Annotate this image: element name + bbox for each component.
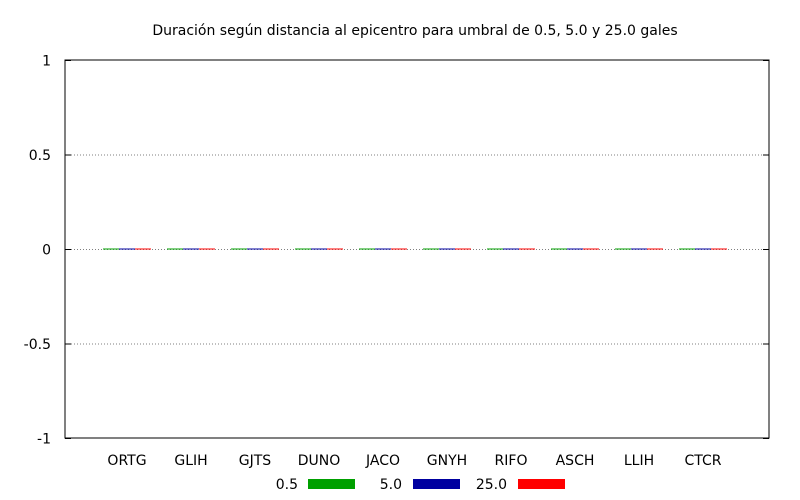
y-tick-label: -1 [37,432,51,448]
x-tick-label: JACO [365,453,400,469]
bar-5.0-DUNO [311,248,327,250]
bar-0.5-JACO [359,248,375,250]
y-axis: 1 0.5 0 -0.5 -1 [24,54,769,448]
bar-25.0-CTCR [711,248,727,250]
bar-25.0-GNYH [455,248,471,250]
y-tick-label: -0.5 [24,337,51,353]
y-tick-label: 0 [42,243,51,259]
x-tick-label: ORTG [107,453,146,469]
bar-5.0-ORTG [119,248,135,250]
chart-title: Duración según distancia al epicentro pa… [152,23,677,39]
legend: 0.5 5.0 25.0 [276,477,565,493]
bar-0.5-GNYH [423,248,439,250]
legend-swatch [518,479,565,489]
bar-0.5-GJTS [231,248,247,250]
bar-0.5-DUNO [295,248,311,250]
y-tick-label: 1 [42,54,51,70]
bar-25.0-ASCH [583,248,599,250]
bar-0.5-CTCR [679,248,695,250]
bar-5.0-GLIH [183,248,199,250]
legend-swatch [308,479,355,489]
legend-label: 0.5 [276,477,298,493]
bar-25.0-GLIH [199,248,215,250]
x-axis: ORTG GLIH GJTS DUNO JACO GNYH RIFO ASCH LLIH CTCR [107,453,721,469]
bar-25.0-LLIH [647,248,663,250]
x-tick-label: ASCH [556,453,595,469]
bar-0.5-LLIH [615,248,631,250]
bar-0.5-RIFO [487,248,503,250]
bar-5.0-CTCR [695,248,711,250]
bar-0.5-ASCH [551,248,567,250]
legend-label: 5.0 [380,477,402,493]
bar-25.0-JACO [391,248,407,250]
x-tick-label: DUNO [298,453,341,469]
bar-5.0-ASCH [567,248,583,250]
bar-25.0-DUNO [327,248,343,250]
x-tick-label: LLIH [624,453,654,469]
bar-5.0-GJTS [247,248,263,250]
bar-5.0-GNYH [439,248,455,250]
x-tick-label: CTCR [684,453,721,469]
bar-0.5-ORTG [103,248,119,250]
bar-0.5-GLIH [167,248,183,250]
x-tick-label: GJTS [239,453,272,469]
bar-5.0-LLIH [631,248,647,250]
bar-5.0-RIFO [503,248,519,250]
x-tick-label: GNYH [427,453,467,469]
bar-25.0-RIFO [519,248,535,250]
bar-25.0-ORTG [135,248,151,250]
legend-swatch [413,479,460,489]
x-tick-label: RIFO [495,453,528,469]
bars [103,248,727,250]
bar-25.0-GJTS [263,248,279,250]
legend-label: 25.0 [476,477,507,493]
bar-5.0-JACO [375,248,391,250]
y-tick-label: 0.5 [29,148,51,164]
x-tick-label: GLIH [174,453,207,469]
